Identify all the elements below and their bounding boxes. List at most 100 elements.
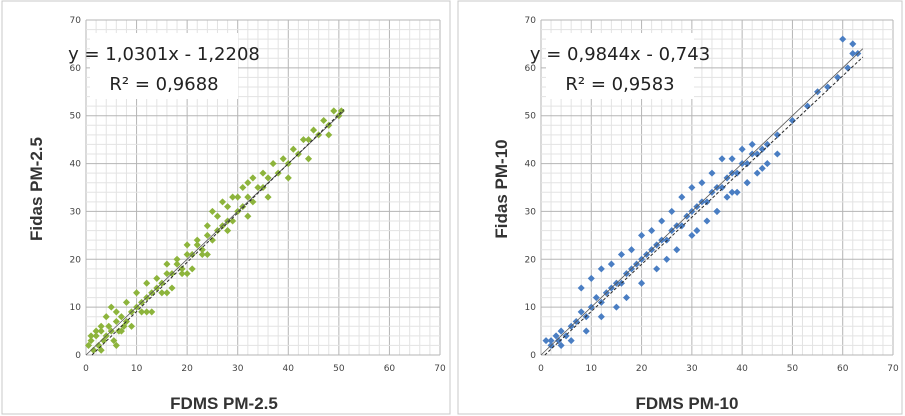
scatter-point xyxy=(198,250,206,259)
scatter-point xyxy=(219,198,227,206)
scatter-point xyxy=(112,317,120,326)
scatter-point xyxy=(92,332,100,340)
scatter-point xyxy=(567,337,575,345)
x-tick-label: 30 xyxy=(232,364,244,374)
x-tick-label: 20 xyxy=(181,364,193,374)
x-tick-label: 0 xyxy=(83,364,89,374)
equation-text-pm10: y = 0,9844x - 0,743 xyxy=(530,44,710,65)
scatter-point xyxy=(638,231,646,239)
r-squared-text-pm25: R² = 0,9688 xyxy=(109,74,218,95)
scatter-point xyxy=(713,207,721,215)
x-tick-label: 40 xyxy=(736,364,748,374)
scatter-point xyxy=(753,169,761,177)
scatter-point xyxy=(100,337,108,345)
scatter-point xyxy=(703,217,711,225)
scatter-point xyxy=(763,160,771,168)
y-tick-label: 30 xyxy=(525,207,537,217)
scatter-point xyxy=(153,274,161,282)
scatter-point xyxy=(607,260,615,268)
scatter-point xyxy=(264,193,272,201)
scatter-point xyxy=(653,265,661,273)
scatter-point xyxy=(304,155,313,163)
scatter-point xyxy=(758,145,766,153)
scatter-point xyxy=(337,107,345,115)
scatter-point xyxy=(120,322,128,330)
y-tick-label: 20 xyxy=(70,255,82,265)
chart-panel-pm25: 0 10 20 30 40 50 60 70 0 10 20 30 40 50 60 70 y = 1,030… xyxy=(1,0,451,415)
scatter-point xyxy=(592,294,600,302)
scatter-point xyxy=(753,150,761,158)
y-tick-label: 10 xyxy=(525,303,537,313)
scatter-point xyxy=(597,265,605,273)
x-tick-label: 30 xyxy=(686,364,698,374)
scatter-point xyxy=(834,73,842,81)
scatter-point xyxy=(198,246,206,254)
scatter-point xyxy=(158,289,166,297)
scatter-point xyxy=(163,289,171,297)
scatter-point xyxy=(105,322,113,330)
x-tick-label: 50 xyxy=(333,364,345,374)
y-tick-label: 10 xyxy=(70,303,82,313)
scatter-point xyxy=(143,279,151,287)
x-tick-label: 70 xyxy=(434,364,446,374)
scatter-point xyxy=(582,327,590,335)
scatter-point xyxy=(839,35,847,43)
scatter-point xyxy=(552,332,560,340)
scatter-point xyxy=(673,246,681,254)
scatter-point xyxy=(803,102,812,110)
scatter-point xyxy=(178,270,186,278)
scatter-point xyxy=(622,294,631,302)
scatter-point xyxy=(178,265,186,273)
y-tick-label: 50 xyxy=(525,112,537,122)
scatter-point xyxy=(678,193,686,201)
y-tick-label: 70 xyxy=(525,16,537,26)
scatter-point xyxy=(587,274,595,282)
scatter-point xyxy=(127,322,136,330)
scatter-point xyxy=(310,126,318,134)
scatter-point xyxy=(557,341,565,349)
scatter-point xyxy=(213,212,222,220)
scatter-point xyxy=(658,217,666,225)
y-tick-label: 40 xyxy=(70,160,82,170)
scatter-point xyxy=(208,207,216,215)
scatter-point xyxy=(617,250,625,259)
scatter-point xyxy=(773,131,781,139)
scatter-point xyxy=(183,250,191,259)
scatter-point xyxy=(229,193,237,201)
scatter-point xyxy=(555,337,563,345)
scatter-point xyxy=(330,107,338,115)
scatter-point xyxy=(87,332,95,340)
scatter-point xyxy=(87,337,95,345)
y-axis-title-pm25: Fidas PM-2.5 xyxy=(27,137,46,241)
tick-labels-pm25: 0 10 20 30 40 50 60 70 0 10 20 30 40 50 60 70 xyxy=(70,16,446,374)
scatter-point xyxy=(168,284,176,292)
x-tick-label: 10 xyxy=(131,364,143,374)
y-tick-label: 50 xyxy=(70,112,82,122)
scatter-point xyxy=(279,155,287,163)
scatter-point xyxy=(718,155,726,163)
scatter-point xyxy=(733,188,741,196)
scatter-point xyxy=(102,313,110,321)
scatter-point xyxy=(110,337,118,345)
scatter-point xyxy=(627,246,636,254)
scatter-point xyxy=(688,231,696,239)
scatter-point xyxy=(97,322,105,330)
scatter-point xyxy=(224,203,232,211)
trendline xyxy=(544,56,864,356)
scatter-point xyxy=(90,346,98,354)
r-squared-text-pm10: R² = 0,9583 xyxy=(565,74,674,95)
y-tick-label: 60 xyxy=(525,64,537,74)
scatter-point xyxy=(788,116,796,125)
scatter-point xyxy=(688,183,696,192)
scatter-point xyxy=(728,155,736,163)
scatter-point xyxy=(597,313,605,321)
scatter-point xyxy=(824,83,832,91)
scatter-point xyxy=(183,241,191,249)
x-axis-title-pm10: FDMS PM-10 xyxy=(636,394,739,413)
scatter-point xyxy=(249,174,257,182)
x-tick-label: 50 xyxy=(787,364,799,374)
scatter-point xyxy=(748,140,756,148)
scatter-point xyxy=(723,193,731,201)
scatter-point xyxy=(743,160,751,168)
